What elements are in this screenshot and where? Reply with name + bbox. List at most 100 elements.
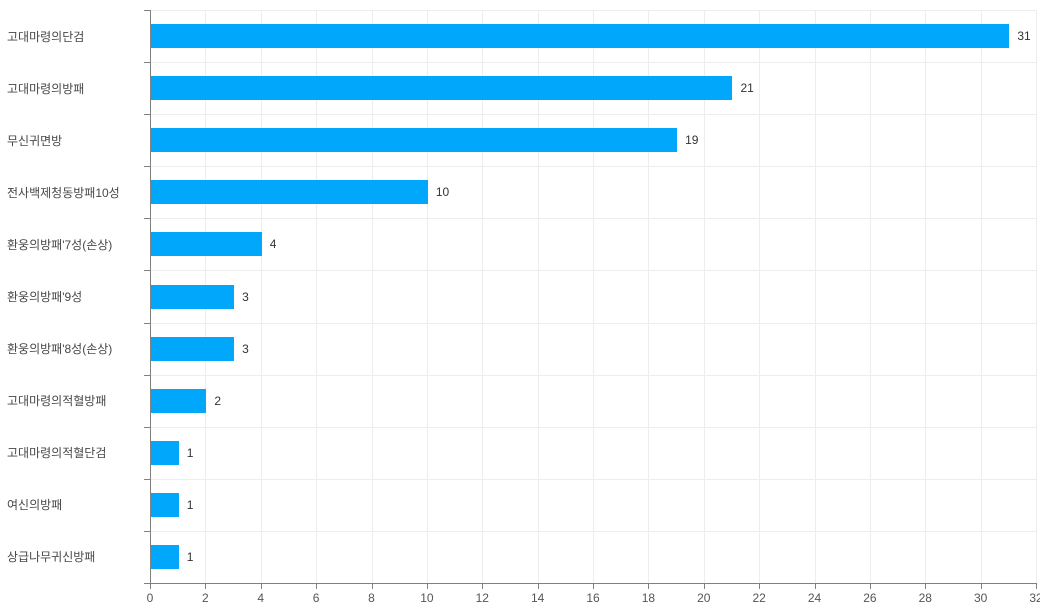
y-axis-tick <box>144 322 150 324</box>
bar <box>151 128 678 153</box>
y-axis-tick <box>144 62 150 64</box>
x-axis-tick-label: 28 <box>918 591 932 605</box>
vertical-gridline <box>869 10 871 583</box>
horizontal-gridline <box>150 62 1036 64</box>
x-axis-tick <box>925 583 927 589</box>
x-axis-tick-label: 22 <box>752 591 766 605</box>
bar-value-label: 1 <box>186 497 194 512</box>
category-label: 여신의방패 <box>7 498 63 513</box>
bar-value-label: 3 <box>242 341 249 356</box>
horizontal-gridline <box>150 166 1036 168</box>
bar-value-label: 10 <box>435 185 450 200</box>
horizontal-gridline <box>150 530 1036 532</box>
x-axis-tick-label: 16 <box>586 591 600 605</box>
horizontal-gridline <box>150 114 1036 116</box>
vertical-gridline <box>814 10 816 583</box>
bar-value-label: 2 <box>214 393 222 408</box>
x-axis-tick <box>648 583 650 589</box>
bar <box>151 544 179 569</box>
category-label: 고대마령의적혈단검 <box>7 446 107 461</box>
x-axis-tick <box>814 583 816 589</box>
y-axis-tick <box>144 426 150 428</box>
x-axis-tick-label: 6 <box>312 591 320 605</box>
vertical-gridline <box>593 10 594 583</box>
bar <box>151 284 235 309</box>
vertical-gridline <box>371 10 373 583</box>
bar <box>151 180 428 205</box>
vertical-gridline <box>703 10 705 583</box>
bar <box>151 492 179 517</box>
y-axis-tick <box>144 530 150 532</box>
x-axis-tick-label: 8 <box>368 591 375 605</box>
x-axis-tick <box>150 583 151 589</box>
y-axis-tick <box>144 218 150 220</box>
vertical-gridline <box>980 10 982 583</box>
category-label: 고대마령의적혈방패 <box>7 394 107 409</box>
vertical-gridline <box>260 10 262 583</box>
y-axis-line <box>150 10 151 583</box>
x-axis-tick-label: 20 <box>697 591 711 605</box>
bar-value-label: 19 <box>685 133 699 148</box>
x-axis-tick-label: 32 <box>1029 591 1040 605</box>
category-label: 무신귀면방 <box>7 133 63 148</box>
category-label: 환웅의방패'9성 <box>7 289 83 304</box>
category-label: 상급나무귀신방패 <box>7 550 96 565</box>
bar-value-label: 3 <box>242 289 249 304</box>
x-axis-tick-label: 24 <box>807 591 822 605</box>
x-axis-tick <box>869 583 871 589</box>
y-axis-tick <box>144 114 150 116</box>
x-axis-tick <box>593 583 594 589</box>
category-label: 환웅의방패'7성(손상) <box>7 237 113 252</box>
horizontal-gridline <box>150 478 1036 480</box>
horizontal-gridline <box>150 426 1036 428</box>
x-axis-tick-label: 18 <box>641 591 656 605</box>
bar-value-label: 31 <box>1017 29 1031 44</box>
y-axis-tick <box>144 374 150 376</box>
x-axis-tick-label: 30 <box>973 591 988 605</box>
y-axis-tick <box>144 478 150 480</box>
x-axis-tick <box>703 583 705 589</box>
bar <box>151 388 207 413</box>
category-label: 환웅의방패'8성(손상) <box>7 342 113 357</box>
bar-value-label: 1 <box>186 549 194 564</box>
vertical-gridline <box>648 10 650 583</box>
x-axis-tick <box>316 583 318 589</box>
category-label: 고대마령의방패 <box>7 81 85 96</box>
x-axis-tick-label: 12 <box>475 591 489 605</box>
x-axis-tick <box>205 583 207 589</box>
x-axis-tick-label: 10 <box>420 591 434 605</box>
x-axis-tick <box>426 583 428 589</box>
x-axis-line <box>144 583 1036 584</box>
x-axis-tick <box>371 583 373 589</box>
horizontal-gridline <box>150 218 1036 220</box>
bar <box>151 24 1010 49</box>
x-axis-tick-label: 14 <box>530 591 545 605</box>
bar <box>151 336 235 361</box>
x-axis-tick <box>980 583 982 589</box>
bar <box>151 232 262 257</box>
x-axis-tick <box>260 583 262 589</box>
x-axis-tick-label: 2 <box>202 591 209 605</box>
category-label: 고대마령의단검 <box>7 29 85 44</box>
y-axis-tick <box>144 10 150 11</box>
horizontal-gridline <box>150 374 1036 376</box>
y-axis-tick <box>144 166 150 168</box>
vertical-gridline <box>537 10 539 583</box>
bar-value-label: 1 <box>186 445 194 460</box>
y-axis-tick <box>144 270 150 272</box>
vertical-gridline <box>316 10 318 583</box>
y-axis-tick <box>144 583 150 584</box>
x-axis-tick <box>1036 583 1037 589</box>
vertical-gridline <box>925 10 927 583</box>
vertical-gridline <box>482 10 484 583</box>
category-label: 전사백제청동방패10성 <box>7 185 120 200</box>
bar-value-label: 4 <box>269 237 277 252</box>
horizontal-gridline <box>150 10 1036 11</box>
horizontal-gridline <box>150 322 1036 324</box>
vertical-gridline <box>759 10 761 583</box>
x-axis-tick <box>537 583 539 589</box>
x-axis-tick-label: 26 <box>863 591 877 605</box>
horizontal-gridline <box>150 270 1036 272</box>
x-axis-tick <box>759 583 761 589</box>
